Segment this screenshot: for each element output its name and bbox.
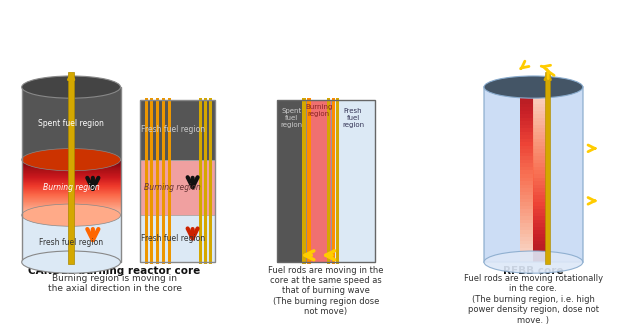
Bar bbox=[150, 98, 153, 264]
Text: Fuel rods are moving rotationally
in the core.
(The burning region, i.e. high
po: Fuel rods are moving rotationally in the… bbox=[464, 274, 603, 325]
Bar bbox=[205, 98, 208, 264]
Bar bbox=[145, 98, 148, 264]
Bar bbox=[545, 72, 550, 264]
Bar bbox=[484, 87, 583, 262]
Bar bbox=[331, 100, 375, 262]
Bar bbox=[140, 100, 215, 262]
Text: CANDLE burning reactor core: CANDLE burning reactor core bbox=[29, 266, 201, 276]
Bar bbox=[22, 215, 120, 262]
Ellipse shape bbox=[484, 251, 583, 273]
Ellipse shape bbox=[22, 76, 120, 98]
Bar bbox=[307, 98, 311, 264]
Bar bbox=[306, 100, 331, 262]
Bar bbox=[210, 98, 213, 264]
Ellipse shape bbox=[22, 149, 120, 171]
Bar bbox=[198, 98, 202, 264]
Text: RFBB core: RFBB core bbox=[503, 266, 564, 276]
Bar bbox=[484, 87, 583, 262]
Text: Fuel rods are moving in the
core at the same speed as
that of burning wave
(The : Fuel rods are moving in the core at the … bbox=[268, 266, 384, 316]
Bar bbox=[140, 215, 215, 262]
Text: Fresh fuel region: Fresh fuel region bbox=[141, 234, 205, 243]
Text: Burning region is moving in
the axial direction in the core: Burning region is moving in the axial di… bbox=[48, 274, 182, 293]
Text: Spent
fuel
region: Spent fuel region bbox=[280, 109, 303, 128]
Bar bbox=[303, 98, 306, 264]
Bar bbox=[332, 98, 335, 264]
Bar bbox=[327, 98, 330, 264]
Bar bbox=[162, 98, 165, 264]
Text: Spent fuel region: Spent fuel region bbox=[38, 119, 104, 128]
Bar bbox=[140, 160, 215, 215]
Text: Fresh fuel region: Fresh fuel region bbox=[141, 125, 205, 134]
Text: Burning region: Burning region bbox=[43, 183, 99, 192]
Ellipse shape bbox=[22, 251, 120, 273]
Bar bbox=[168, 98, 171, 264]
Bar bbox=[150, 98, 153, 264]
Bar bbox=[68, 72, 74, 264]
Bar bbox=[277, 100, 306, 262]
Bar bbox=[22, 87, 120, 160]
Bar bbox=[336, 98, 339, 264]
Bar bbox=[156, 98, 159, 264]
Text: Fresh
fuel
region: Fresh fuel region bbox=[342, 109, 364, 128]
Ellipse shape bbox=[484, 76, 583, 98]
Bar bbox=[145, 98, 148, 264]
Text: Burning
region: Burning region bbox=[305, 104, 332, 117]
Ellipse shape bbox=[22, 204, 120, 226]
Bar bbox=[22, 87, 120, 262]
Text: Fresh fuel region: Fresh fuel region bbox=[39, 238, 103, 247]
Bar bbox=[168, 98, 171, 264]
Bar bbox=[156, 98, 159, 264]
Bar bbox=[277, 100, 375, 262]
Bar bbox=[140, 100, 215, 160]
Text: Burning region: Burning region bbox=[144, 183, 202, 192]
Bar bbox=[162, 98, 165, 264]
